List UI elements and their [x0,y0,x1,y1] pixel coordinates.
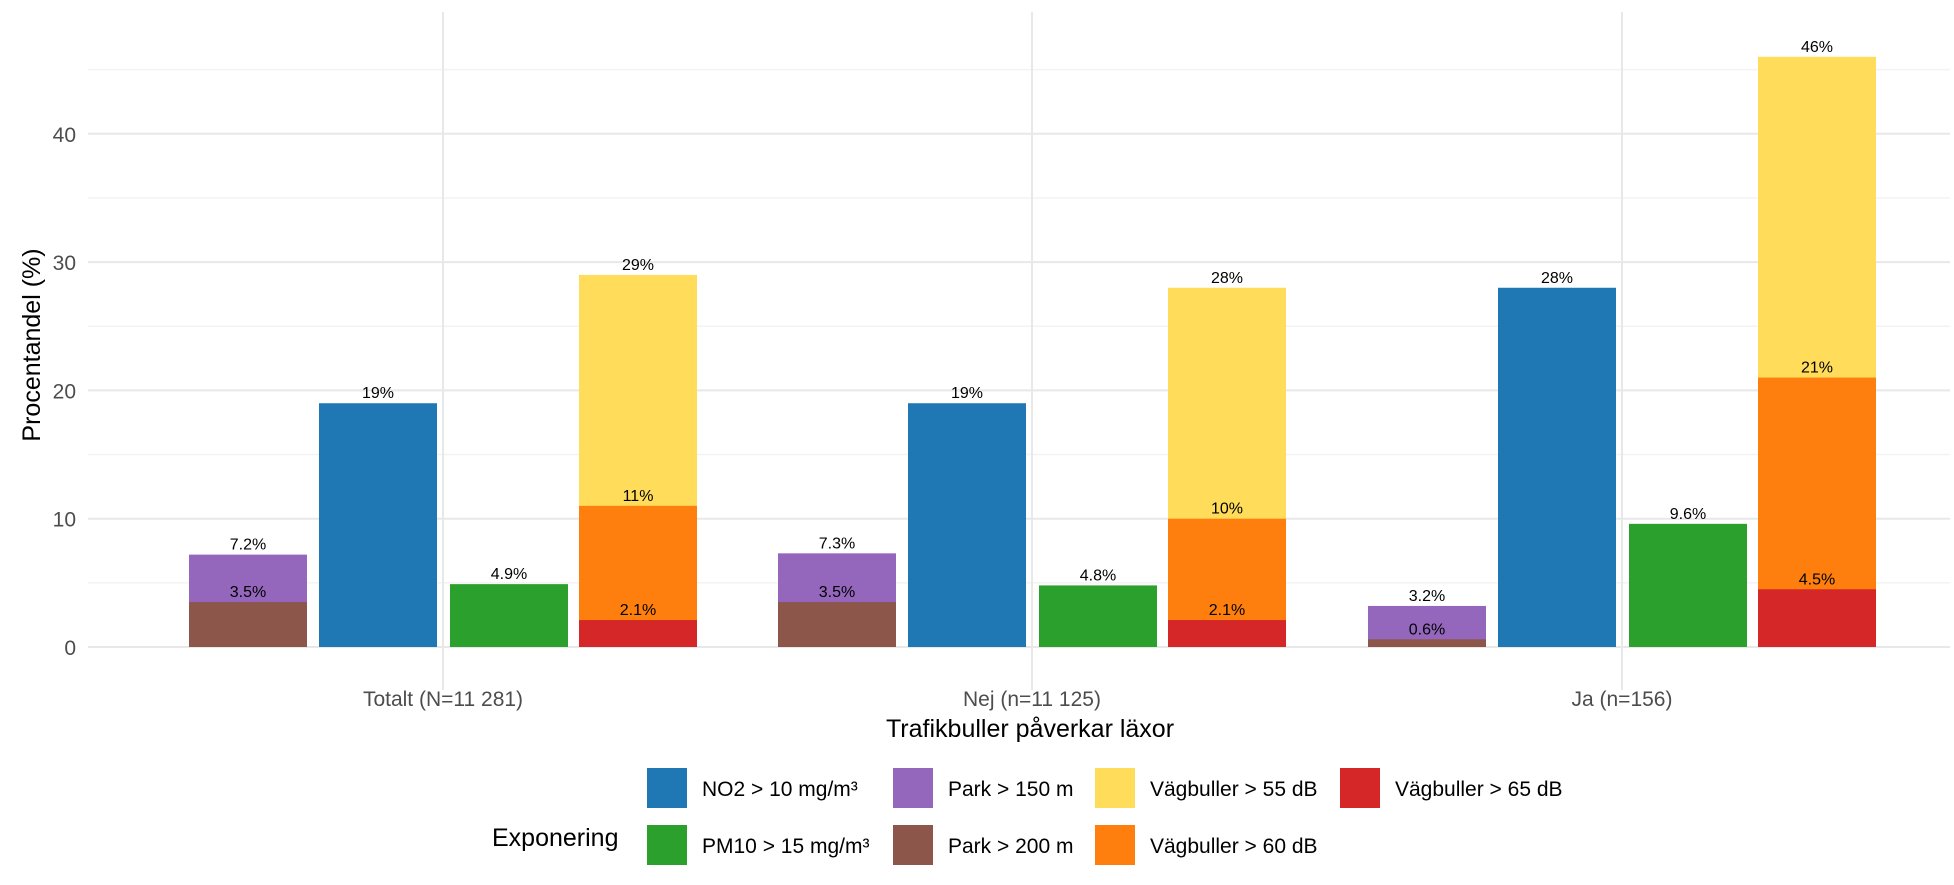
data-label: 7.3% [819,535,855,552]
data-label: 4.5% [1799,571,1835,588]
x-axis-title: Trafikbuller påverkar läxor [886,715,1174,743]
data-label: 11% [623,488,654,505]
data-label: 19% [362,385,394,402]
legend-swatch [647,825,687,865]
legend-label: PM10 > 15 mg/m³ [702,835,869,858]
data-label: 2.1% [620,602,656,619]
y-axis-ticks: 0 10 20 30 40 [53,124,76,660]
data-label: 3.5% [819,584,855,601]
data-labels-layer: 7.2% 3.5% 19% 4.9% 29% 11% 2.1% 7.3% 3.5% 19% 4.8%… [230,39,1835,638]
bars-layer [189,56,1876,647]
y-tick-label: 20 [53,380,76,403]
legend-swatch [1340,768,1380,808]
y-tick-label: 10 [53,509,76,532]
y-tick-label: 30 [53,252,76,275]
bar [319,403,437,647]
bar [1368,639,1486,647]
data-label: 21% [1801,360,1833,377]
data-label: 2.1% [1209,602,1245,619]
legend-swatch [1095,825,1135,865]
data-label: 19% [951,385,983,402]
legend-title: Exponering [492,824,618,852]
legend-label: Vägbuller > 60 dB [1150,835,1318,858]
y-axis-title: Procentandel (%) [18,248,46,441]
data-label: 46% [1801,39,1833,56]
x-tick-label: Nej (n=11 125) [963,688,1101,711]
data-label: 29% [622,257,654,274]
bar [450,584,568,647]
legend-label: Vägbuller > 65 dB [1395,778,1563,801]
bar [1758,589,1876,647]
bar [908,403,1026,647]
data-label: 9.6% [1670,506,1706,523]
legend-label: NO2 > 10 mg/m³ [702,778,858,801]
data-label: 3.5% [230,584,266,601]
legend-swatch [893,825,933,865]
x-tick-label: Totalt (N=11 281) [363,688,523,711]
legend-swatch [647,768,687,808]
y-tick-label: 0 [64,637,76,660]
legend: Exponering NO2 > 10 mg/m³ Park > 150 m Väg… [492,768,1563,865]
data-label: 28% [1211,270,1243,287]
data-label: 7.2% [230,537,266,554]
x-axis-ticks: Totalt (N=11 281) Nej (n=11 125) Ja (n=156… [363,688,1673,711]
bar [1498,287,1616,647]
bar [1629,523,1747,647]
bar [579,620,697,647]
legend-label: Vägbuller > 55 dB [1150,778,1318,801]
bar [778,602,896,647]
data-label: 0.6% [1409,621,1445,638]
legend-swatch [1095,768,1135,808]
data-label: 4.8% [1080,567,1116,584]
y-tick-label: 40 [53,124,76,147]
bar [1039,585,1157,647]
data-label: 28% [1541,270,1573,287]
data-label: 3.2% [1409,588,1445,605]
legend-swatch [893,768,933,808]
legend-label: Park > 150 m [948,778,1073,801]
data-label: 4.9% [491,566,527,583]
bar [1168,620,1286,647]
bar [189,602,307,647]
x-tick-label: Ja (n=156) [1572,688,1673,711]
legend-label: Park > 200 m [948,835,1073,858]
data-label: 10% [1211,501,1243,518]
